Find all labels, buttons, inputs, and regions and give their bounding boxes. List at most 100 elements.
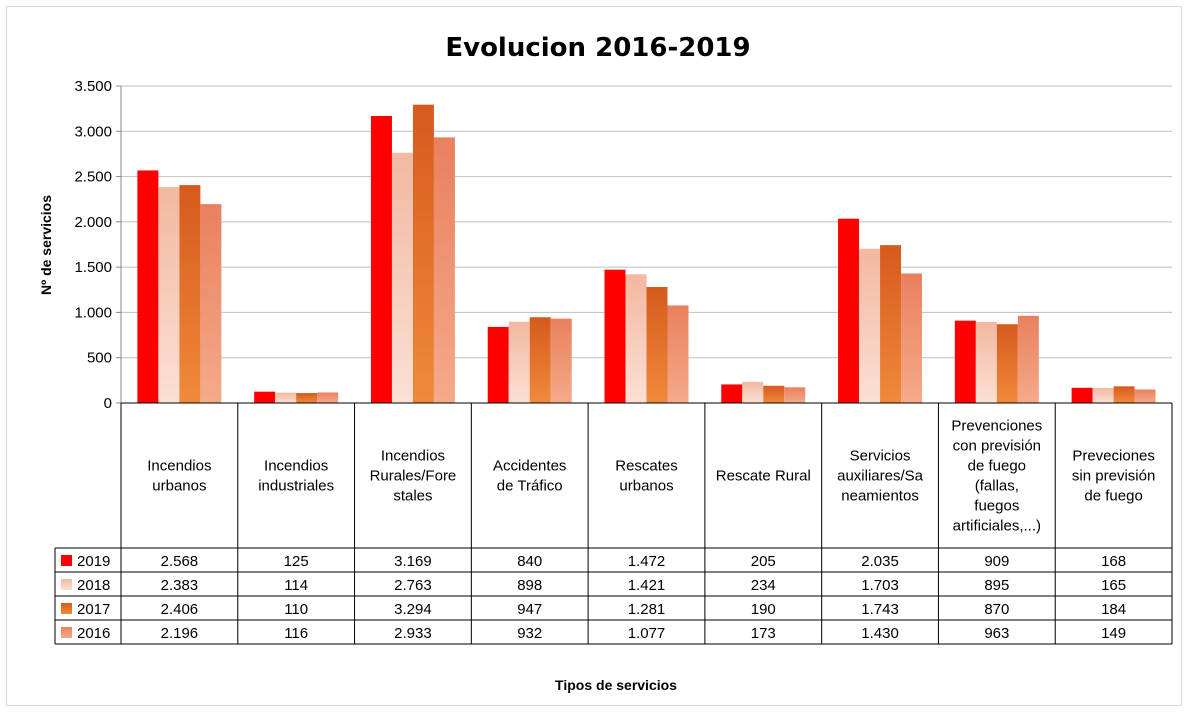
x-tick-label: Preveciones sin previsión de fuego <box>1072 448 1155 505</box>
data-label: 173 <box>751 625 776 642</box>
x-tick-label: Incendios urbanos <box>147 458 211 495</box>
data-label: 840 <box>517 553 542 570</box>
bar-2018 <box>859 248 881 403</box>
bar-2019 <box>254 391 276 403</box>
bar-2017 <box>296 393 318 403</box>
data-label: 2.406 <box>161 601 199 618</box>
data-label: 909 <box>984 553 1009 570</box>
bar-2017 <box>880 245 902 403</box>
data-label: 190 <box>751 601 776 618</box>
x-tick-label: Prevenciones con previsión de fuego (fallas… <box>951 418 1042 535</box>
data-label: 205 <box>751 553 776 570</box>
data-label: 114 <box>284 577 308 594</box>
bar-2016 <box>550 318 572 403</box>
legend-swatch-2016 <box>61 627 72 638</box>
bar-2019 <box>370 115 392 404</box>
data-label: 1.077 <box>628 625 666 642</box>
data-label: 116 <box>284 625 308 642</box>
x-tick-label: Incendios Rurales/Fore stales <box>370 448 457 505</box>
bars <box>137 104 1156 404</box>
data-label: 165 <box>1101 577 1126 594</box>
bar-2018 <box>158 187 180 403</box>
bar-2019 <box>1071 387 1093 403</box>
data-label: 932 <box>517 625 542 642</box>
bar-2016 <box>433 137 455 403</box>
data-label: 2.035 <box>861 553 899 570</box>
x-axis-title: Tipos de servicios <box>555 677 677 693</box>
bar-2016 <box>667 305 689 403</box>
y-tick-label: 2.500 <box>74 169 112 186</box>
bar-2019 <box>604 269 626 403</box>
y-tick-label: 3.000 <box>74 123 112 140</box>
bar-2019 <box>487 326 509 403</box>
x-tick-label: Rescate Rural <box>716 468 811 485</box>
data-label: 125 <box>284 553 309 570</box>
bar-2019 <box>137 170 159 403</box>
bar-2017 <box>529 317 551 403</box>
data-label: 184 <box>1101 601 1126 618</box>
bar-2018 <box>275 392 297 403</box>
data-label: 1.703 <box>861 577 899 594</box>
data-label: 2.196 <box>161 625 199 642</box>
data-label: 2.763 <box>394 577 432 594</box>
data-label: 870 <box>984 601 1009 618</box>
bar-2016 <box>1017 315 1039 403</box>
bar-2018 <box>742 381 764 403</box>
legend-label: 2017 <box>77 601 110 618</box>
y-tick-label: 500 <box>87 350 112 367</box>
bar-2016 <box>200 204 222 403</box>
bar-2018 <box>625 274 647 403</box>
bar-2018 <box>1092 388 1114 403</box>
data-label: 1.743 <box>861 601 899 618</box>
bar-2016 <box>784 387 806 403</box>
legend-swatch-2019 <box>61 555 72 566</box>
y-tick-label: 0 <box>104 395 112 412</box>
x-tick-label: Servicios auxiliares/Sa neamientos <box>837 448 924 505</box>
y-axis-title: Nº de servicios <box>38 195 54 295</box>
bar-2017 <box>646 286 668 403</box>
legend-swatch-2018 <box>61 579 72 590</box>
x-tick-label: Rescates urbanos <box>615 458 678 495</box>
data-label: 2.568 <box>161 553 199 570</box>
data-label: 947 <box>517 601 542 618</box>
bar-2017 <box>1113 386 1135 403</box>
legend-label: 2019 <box>77 553 110 570</box>
data-label: 2.933 <box>394 625 432 642</box>
data-label: 110 <box>284 601 308 618</box>
y-tick-label: 1.000 <box>74 304 112 321</box>
legend-label: 2016 <box>77 625 110 642</box>
chart-title: Evolucion 2016-2019 <box>445 33 750 63</box>
data-label: 895 <box>984 577 1009 594</box>
bar-2017 <box>763 385 785 403</box>
bar-2016 <box>317 392 339 403</box>
data-label: 898 <box>517 577 542 594</box>
data-label: 3.294 <box>394 601 432 618</box>
bar-2018 <box>391 152 413 403</box>
data-label: 1.430 <box>861 625 899 642</box>
x-tick-label: Accidentes de Tráfico <box>493 458 566 495</box>
data-label: 1.421 <box>628 577 666 594</box>
data-table: Incendios urbanos Incendios industriales Inc… <box>54 402 1173 645</box>
data-label: 1.281 <box>628 601 666 618</box>
bar-2016 <box>1134 389 1156 403</box>
bar-2019 <box>721 384 743 403</box>
data-label: 963 <box>984 625 1009 642</box>
bar-2017 <box>179 185 201 403</box>
bar-2016 <box>901 273 923 403</box>
bar-2019 <box>954 320 976 403</box>
data-label: 149 <box>1101 625 1126 642</box>
y-tick-label: 2.000 <box>74 214 112 231</box>
y-tick-label: 1.500 <box>74 259 112 276</box>
data-label: 1.472 <box>628 553 666 570</box>
y-tick-label: 3.500 <box>74 78 112 95</box>
bar-2019 <box>838 218 860 403</box>
bar-2017 <box>412 104 434 403</box>
data-label: 2.383 <box>161 577 199 594</box>
bar-2018 <box>508 321 530 403</box>
y-axis-ticks: 0 500 1.000 1.500 2.000 2.500 3.000 3.500 <box>74 78 112 412</box>
bar-2017 <box>996 324 1018 403</box>
data-label: 234 <box>751 577 776 594</box>
data-label: 3.169 <box>394 553 432 570</box>
data-label: 168 <box>1101 553 1126 570</box>
